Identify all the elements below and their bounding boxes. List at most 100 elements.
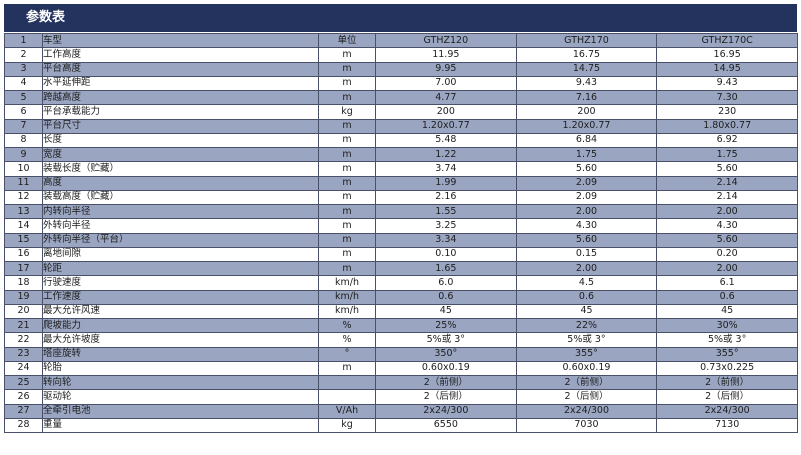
value-gthz170c-cell: 14.95 xyxy=(656,61,798,77)
value-gthz170-cell: 2.09 xyxy=(515,189,658,206)
row-index-cell: 4 xyxy=(4,75,43,92)
value-gthz120-cell: 4.77 xyxy=(375,89,517,106)
value-gthz170-cell: 0.15 xyxy=(515,246,658,263)
table-row: 12 装载高度（贮藏） m 2.16 2.09 2.14 xyxy=(4,189,798,206)
value-gthz170c-cell: 2（前侧） xyxy=(656,374,798,391)
table-row: 21 爬坡能力% 25% 22% 30% xyxy=(4,317,798,334)
table-row: 20 最大允许风速 km/h 45 45 45 xyxy=(4,303,798,320)
value-gthz170c-cell: 7.30 xyxy=(656,89,798,106)
table-row: 25 转向轮 2（前侧） 2（前侧） 2（前侧） xyxy=(4,374,798,391)
value-gthz170-cell: 0.60x0.19 xyxy=(515,360,658,377)
row-index-cell: 1 xyxy=(4,32,43,49)
parameter-name-cell: 最大允许风速 xyxy=(42,303,319,320)
table-row: 5 跨越高度 m 4.77 7.16 7.30 xyxy=(4,89,798,106)
parameter-name-cell: 外转向半径 xyxy=(42,218,319,234)
table-row: 27 全牵引电池 V/Ah 2x24/300 2x24/300 2x24/300 xyxy=(4,403,798,419)
unit-cell: m xyxy=(318,189,376,206)
value-gthz170-cell: 5%或 3° xyxy=(515,332,658,348)
parameter-table-body: 1 车型 单位 GTHZ120 GTHZ170 GTHZ170C 2 工作高度 m 11.95 16… xyxy=(4,32,798,434)
unit-cell: m xyxy=(318,175,376,191)
parameter-name-cell: 平台高度 xyxy=(42,61,319,77)
value-gthz170c-cell: 230 xyxy=(656,104,798,120)
value-gthz120-cell: 5.48 xyxy=(375,132,517,149)
table-row: 23 塔座旋转 ° 350° 355° 355° xyxy=(4,346,798,362)
parameter-name-cell: 行驶速度 xyxy=(42,275,319,291)
row-index-cell: 20 xyxy=(4,303,43,320)
value-gthz120-cell: 1.55 xyxy=(375,203,517,220)
value-gthz120-cell: 0.60x0.19 xyxy=(375,360,517,377)
unit-cell: % xyxy=(318,317,376,334)
row-index-cell: 26 xyxy=(4,389,43,405)
value-gthz170-cell: 4.30 xyxy=(515,218,658,234)
value-gthz170c-cell: 5%或 3° xyxy=(656,332,798,348)
table-row: 11 高度 m 1.99 2.09 2.14 xyxy=(4,175,798,191)
page-title: 参数表 xyxy=(4,4,797,32)
value-gthz170c-cell: GTHZ170C xyxy=(656,32,798,49)
table-row: 16 离地间隙 m 0.10 0.15 0.20 xyxy=(4,246,798,263)
unit-cell: m xyxy=(318,61,376,77)
value-gthz120-cell: 6550 xyxy=(375,417,517,434)
value-gthz170-cell: 7030 xyxy=(515,417,658,434)
unit-cell: m xyxy=(318,360,376,377)
row-index-cell: 22 xyxy=(4,332,43,348)
table-row: 4 水平延伸距 m 7.00 9.43 9.43 xyxy=(4,75,798,92)
table-row: 28 重量 kg 6550 7030 7130 xyxy=(4,417,798,434)
unit-cell: km/h xyxy=(318,275,376,291)
value-gthz170-cell: 45 xyxy=(515,303,658,320)
value-gthz170-cell: 16.75 xyxy=(515,47,658,63)
value-gthz120-cell: 200 xyxy=(375,104,517,120)
table-row: 15 外转向半径（平台） m 3.34 5.60 5.60 xyxy=(4,232,798,248)
value-gthz120-cell: 1.20x0.77 xyxy=(375,118,517,134)
parameter-name-cell: 宽度 xyxy=(42,146,319,163)
unit-cell: m xyxy=(318,161,376,177)
value-gthz120-cell: 2x24/300 xyxy=(375,403,517,419)
parameter-name-cell: 高度 xyxy=(42,175,319,191)
table-row: 2 工作高度 m 11.95 16.75 16.95 xyxy=(4,47,798,63)
value-gthz170c-cell: 5.60 xyxy=(656,232,798,248)
table-row: 13 内转向半径 m 1.55 2.00 2.00 xyxy=(4,203,798,220)
value-gthz170-cell: 0.6 xyxy=(515,289,658,305)
parameter-name-cell: 塔座旋转 xyxy=(42,346,319,362)
value-gthz170-cell: 2.09 xyxy=(515,175,658,191)
value-gthz170-cell: 4.5 xyxy=(515,275,658,291)
value-gthz170-cell: 200 xyxy=(515,104,658,120)
value-gthz170c-cell: 0.6 xyxy=(656,289,798,305)
parameter-name-cell: 轮胎 xyxy=(42,360,319,377)
unit-cell xyxy=(318,374,376,391)
value-gthz170-cell: 2.00 xyxy=(515,260,658,277)
value-gthz120-cell: GTHZ120 xyxy=(375,32,517,49)
value-gthz170c-cell: 1.75 xyxy=(656,146,798,163)
value-gthz120-cell: 2（前侧） xyxy=(375,374,517,391)
table-row: 18 行驶速度 km/h 6.0 4.5 6.1 xyxy=(4,275,798,291)
row-index-cell: 6 xyxy=(4,104,43,120)
unit-cell: km/h xyxy=(318,303,376,320)
row-index-cell: 21 xyxy=(4,317,43,334)
unit-cell: m xyxy=(318,260,376,277)
unit-cell: m xyxy=(318,118,376,134)
parameter-name-cell: 重量 xyxy=(42,417,319,434)
table-row: 22 最大允许坡度% 5%或 3° 5%或 3° 5%或 3° xyxy=(4,332,798,348)
value-gthz170-cell: GTHZ170 xyxy=(515,32,658,49)
unit-cell: ° xyxy=(318,346,376,362)
parameter-name-cell: 转向轮 xyxy=(42,374,319,391)
table-header-row: 1 车型 单位 GTHZ120 GTHZ170 GTHZ170C xyxy=(4,32,798,49)
value-gthz170c-cell: 2（后侧） xyxy=(656,389,798,405)
value-gthz170-cell: 7.16 xyxy=(515,89,658,106)
value-gthz120-cell: 11.95 xyxy=(375,47,517,63)
table-row: 6 平台承载能力 kg 200 200 230 xyxy=(4,104,798,120)
parameter-name-cell: 工作高度 xyxy=(42,47,319,63)
row-index-cell: 7 xyxy=(4,118,43,134)
value-gthz120-cell: 45 xyxy=(375,303,517,320)
value-gthz170c-cell: 6.92 xyxy=(656,132,798,149)
value-gthz120-cell: 350° xyxy=(375,346,517,362)
value-gthz170-cell: 6.84 xyxy=(515,132,658,149)
parameter-name-cell: 水平延伸距 xyxy=(42,75,319,92)
table-row: 19 工作速度 km/h 0.6 0.6 0.6 xyxy=(4,289,798,305)
value-gthz170-cell: 22% xyxy=(515,317,658,334)
table-row: 7 平台尺寸 m 1.20x0.77 1.20x0.77 1.80x0.77 xyxy=(4,118,798,134)
table-row: 24 轮胎 m 0.60x0.19 0.60x0.19 0.73x0.225 xyxy=(4,360,798,377)
value-gthz170c-cell: 2x24/300 xyxy=(656,403,798,419)
value-gthz170-cell: 1.20x0.77 xyxy=(515,118,658,134)
parameter-name-cell: 平台承载能力 xyxy=(42,104,319,120)
row-index-cell: 11 xyxy=(4,175,43,191)
